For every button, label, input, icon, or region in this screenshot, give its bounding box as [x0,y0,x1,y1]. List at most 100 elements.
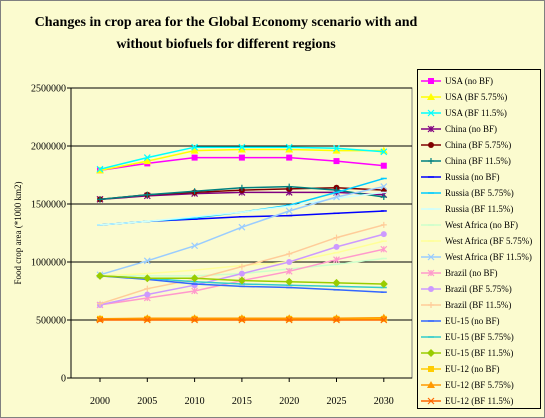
data-point [285,145,294,153]
plot-area [70,87,413,379]
data-point [143,154,151,162]
data-point [96,271,104,280]
legend-label: Russia (no BF) [445,172,500,182]
data-point [379,280,388,289]
x-tick-label: 2025 [327,396,347,407]
data-point [333,316,340,324]
data-point [332,146,341,154]
series-5 [97,183,387,203]
legend-swatch-marker [427,93,435,100]
legend-label: USA (BF 11.5%) [445,108,507,118]
legend-swatch [421,320,441,322]
legend-swatch-marker [427,349,435,357]
legend-item: Russia (BF 5.75%) [418,185,542,202]
data-point [380,148,388,156]
legend-swatch [421,366,441,372]
legend-item: China (no BF) [418,121,542,138]
series-8 [97,191,387,226]
legend-swatch [421,93,441,100]
legend-item: Brazil (BF 5.75%) [418,281,542,298]
data-point [333,234,340,241]
legend-item: USA (no BF) [418,73,542,90]
legend-swatch [421,208,441,210]
legend-swatch [421,240,441,242]
legend-item: West Africa (BF 5.75%) [418,233,542,250]
y-tick-label: 1000000 [31,258,66,269]
data-point [380,245,388,253]
data-point [380,183,388,191]
data-point [237,145,246,153]
x-tick-label: 2000 [90,396,110,407]
legend-label: USA (BF 5.75%) [445,92,508,102]
legend-swatch [421,192,441,194]
data-point [380,194,387,201]
x-tick-label: 2020 [279,396,299,407]
legend-swatch [421,158,441,164]
data-point [333,158,340,165]
y-tick-label: 2500000 [31,84,66,95]
data-point [191,143,199,151]
legend-label: EU-12 (BF 11.5%) [445,396,514,406]
legend-label: EU-12 (BF 5.75%) [445,380,514,390]
data-point [143,157,152,165]
y-tick-label: 500000 [36,316,66,327]
data-point [238,184,245,191]
legend-swatch [421,336,441,338]
data-point [144,285,151,292]
legend-swatch-marker [428,286,434,292]
data-point [285,277,294,286]
data-point [143,274,152,283]
data-point [285,143,293,151]
legend-label: China (no BF) [445,124,498,134]
legend-swatch [421,349,441,357]
legend-swatch [421,176,441,178]
data-point [96,316,104,324]
legend-item: China (BF 11.5%) [418,153,542,170]
legend-label: Brazil (BF 11.5%) [445,300,512,310]
legend-swatch-marker [427,109,435,117]
legend-label: EU-12 (no BF) [445,364,500,374]
legend-swatch [421,286,441,292]
data-point [144,291,151,298]
legend-swatch-marker [428,366,434,372]
data-point [96,165,104,173]
data-point [238,316,246,324]
legend-swatch-marker [427,125,435,133]
x-tick-label: 2015 [232,396,252,407]
data-point [333,256,340,264]
legend-item: EU-15 (no BF) [418,313,542,330]
data-point [286,250,293,257]
legend-swatch [421,269,441,277]
data-point [191,287,199,295]
y-tick-label: 0 [61,374,66,385]
legend-item: EU-15 (BF 5.75%) [418,329,542,346]
data-point [238,223,246,231]
data-point [238,270,245,277]
legend-label: Brazil (no BF) [445,268,498,278]
data-point [191,316,199,324]
legend-item: USA (BF 5.75%) [418,89,542,106]
legend-label: Brazil (BF 5.75%) [445,284,512,294]
x-tick-label: 2030 [374,396,394,407]
chart-title-line1: Changes in crop area for the Global Econ… [34,15,418,30]
legend-swatch [421,302,441,308]
data-point [286,259,293,265]
data-point [143,257,151,265]
series-2 [96,143,388,173]
data-point [380,221,387,228]
y-axis-label: Food crop area (*1000 km2) [13,182,23,285]
data-point [143,316,151,324]
legend-swatch [421,253,441,261]
legend-label: West Africa (no BF) [445,220,519,230]
legend-item: USA (BF 11.5%) [418,105,542,122]
data-point [191,188,198,195]
legend-swatch [421,397,441,405]
data-point [380,231,387,238]
legend-label: Russia (BF 5.75%) [445,188,514,198]
data-point [285,316,293,324]
data-point [191,242,199,250]
legend-swatch-marker [428,158,434,164]
legend-swatch-marker [427,397,435,405]
legend-item: Russia (BF 11.5%) [418,201,542,218]
